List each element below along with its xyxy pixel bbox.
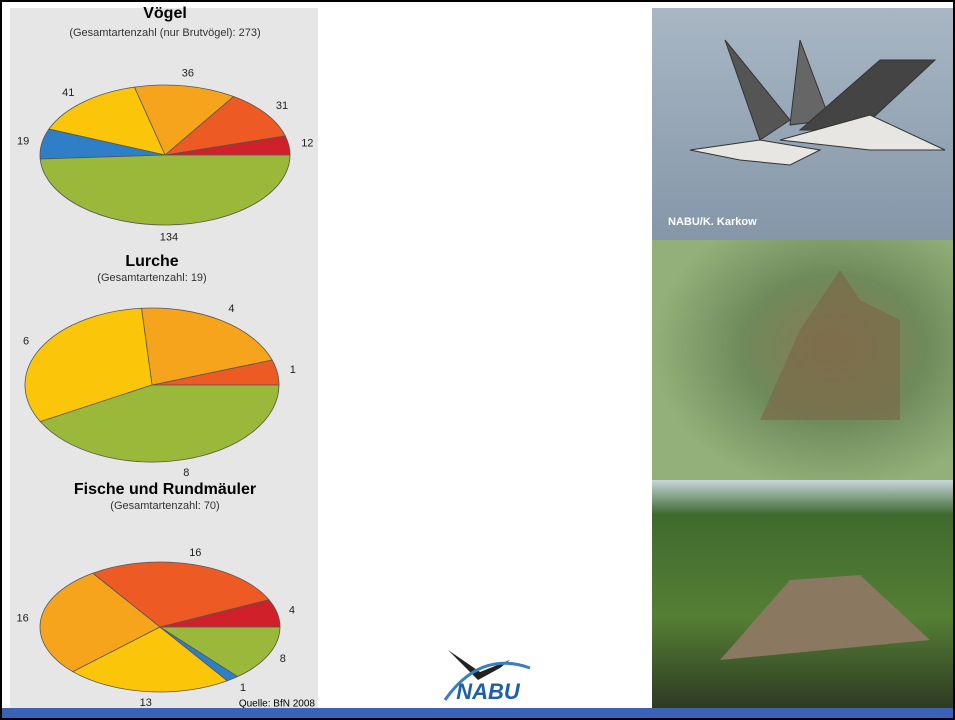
chart-title: Lurche: [125, 253, 178, 270]
slice-label: 8: [280, 653, 286, 665]
slice-label: 19: [17, 136, 29, 148]
source-note: Quelle: BfN 2008: [239, 699, 316, 710]
slice-label: 16: [189, 547, 201, 559]
slide: NABU/K. Karkow NABU Quelle: BfN 2008 Vög…: [0, 0, 955, 720]
slice-label: 4: [228, 303, 234, 315]
slice-label: 1: [240, 682, 246, 694]
slice-label: 16: [17, 613, 29, 625]
chart-subtitle: (Gesamtartenzahl: 19): [97, 272, 206, 284]
chart-title: Fische und Rundmäuler: [74, 481, 256, 498]
slice-label: 1: [290, 364, 296, 376]
slice-label: 8: [183, 467, 189, 479]
slice-label: 41: [62, 87, 74, 99]
logo-text: NABU: [456, 679, 521, 704]
chart-subtitle: (Gesamtartenzahl (nur Brutvögel): 273): [69, 27, 260, 39]
photo-credit: NABU/K. Karkow: [668, 216, 757, 228]
slice-label: 13: [140, 697, 152, 709]
slice-label: 31: [276, 100, 288, 112]
slice-label: 12: [301, 138, 313, 150]
slice-label: 4: [289, 604, 295, 616]
chart-subtitle: (Gesamtartenzahl: 70): [110, 500, 219, 512]
slice-label: 134: [160, 231, 178, 243]
slice-label: 6: [23, 336, 29, 348]
slice-label: 36: [182, 67, 194, 79]
crane-photo: [652, 8, 955, 240]
chart-title: Vögel: [143, 5, 187, 22]
